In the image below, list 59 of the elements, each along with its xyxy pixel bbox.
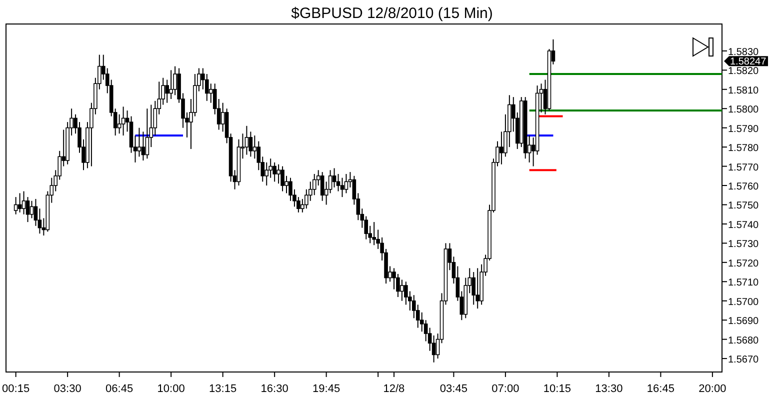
y-tick-label: 1.5720 [728,258,760,270]
candlestick [145,108,150,160]
y-tick-label: 1.5750 [728,200,760,212]
y-tick-label: 1.5670 [728,354,760,366]
y-tick-label: 1.5790 [728,124,760,135]
candlestick [264,162,269,186]
x-tick-label: 07:00 [492,383,520,395]
y-tick-label: 1.5780 [728,143,760,154]
x-tick-label: 10:15 [543,383,571,395]
candlestick [248,131,253,158]
candlestick [14,196,18,215]
y-tick-label: 1.5680 [728,335,760,346]
x-tick-label: 20:00 [698,383,726,395]
candlestick [372,222,376,246]
y-tick-label: 1.5800 [728,104,760,116]
y-tick-label: 1.5830 [728,46,760,58]
candlestick [173,66,177,96]
candlestick [472,272,476,306]
candlestick [22,190,26,215]
candlestick [141,131,146,162]
text: 1.58247 [730,56,767,68]
y-tick-label: 1.5730 [728,239,760,250]
candlestick [272,162,276,182]
candlestick [38,208,42,234]
candlestick [332,168,336,188]
y-tick-label: 1.5740 [728,220,760,231]
x-tick-label: 03:30 [54,383,82,395]
x-tick-label: 16:30 [260,383,288,395]
y-tick-label: 1.5820 [728,66,760,78]
candlestick [500,131,504,165]
x-tick-label: 00:15 [2,383,30,395]
candlestick [121,106,126,136]
candlestick [340,177,344,198]
candlestick [18,192,22,213]
candlestick [400,279,404,302]
x-tick-label: 16:45 [646,383,674,395]
x-tick-label: 03:45 [440,383,468,395]
x-tick-label: 13:15 [209,383,237,395]
y-tick-label: 1.5760 [728,182,760,193]
x-tick-label: 13:30 [595,383,623,395]
candlestick [476,268,480,310]
chart-title: $GBPUSD 12/8/2010 (15 Min) [291,5,493,22]
y-tick-label: 1.5700 [728,296,760,308]
candlestick [276,164,280,184]
y-tick-label: 1.5770 [728,162,760,174]
x-tick-label: 10:00 [157,383,185,395]
y-tick-label: 1.5690 [728,316,760,328]
y-tick-label: 1.5710 [728,278,760,289]
candlestick [137,127,142,158]
candlestick [244,125,249,156]
candlestick [252,135,257,160]
candlestick [280,166,284,192]
x-tick-label: 06:45 [106,383,134,395]
candlestick [320,172,324,202]
candlestick [117,114,122,134]
x-tick-label: 19:45 [312,383,340,395]
y-tick-label: 1.5810 [728,85,760,96]
candlestick [169,70,173,100]
x-tick-label: 12/8 [383,383,405,395]
